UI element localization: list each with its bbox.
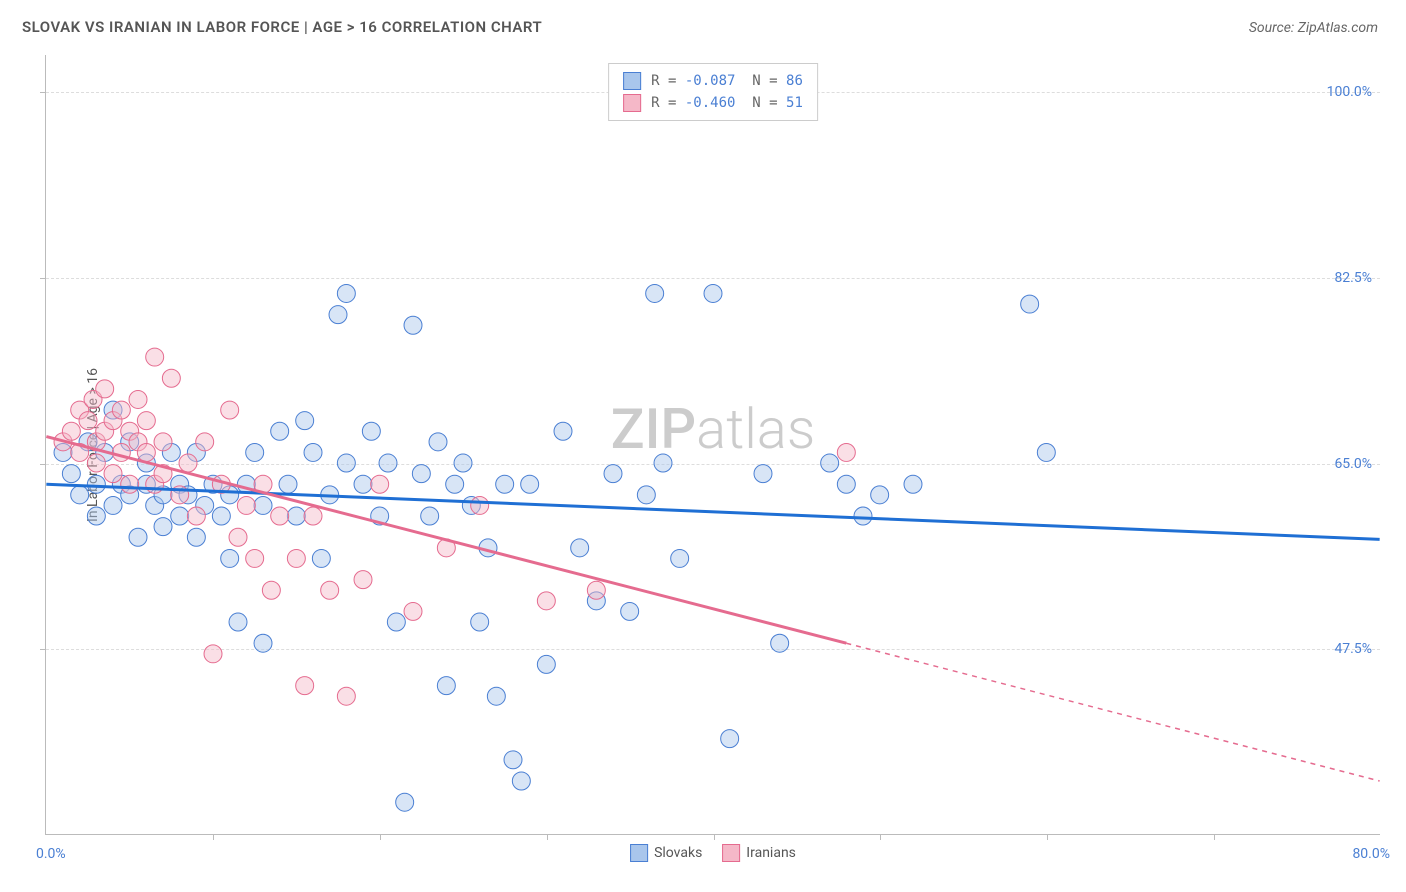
x-axis-start: 0.0% (36, 846, 66, 862)
scatter-plot (46, 55, 1380, 834)
legend-row-iranians: R = -0.460 N = 51 (623, 92, 803, 114)
legend-bottom: Slovaks Iranians (630, 844, 796, 862)
source-label: Source: ZipAtlas.com (1249, 20, 1378, 36)
legend-top: R = -0.087 N = 86 R = -0.460 N = 51 (608, 63, 818, 121)
x-axis-end: 80.0% (1352, 846, 1390, 862)
chart-title: SLOVAK VS IRANIAN IN LABOR FORCE | AGE >… (22, 18, 542, 36)
legend-swatch-icon (630, 844, 648, 862)
legend-swatch-iranians (623, 94, 641, 112)
legend-item-slovaks: Slovaks (630, 844, 702, 862)
legend-swatch-slovaks (623, 72, 641, 90)
legend-swatch-icon (722, 844, 740, 862)
chart-area: ZIPatlas In Labor Force | Age > 16 R = -… (45, 55, 1380, 835)
legend-row-slovaks: R = -0.087 N = 86 (623, 70, 803, 92)
legend-item-iranians: Iranians (722, 844, 796, 862)
